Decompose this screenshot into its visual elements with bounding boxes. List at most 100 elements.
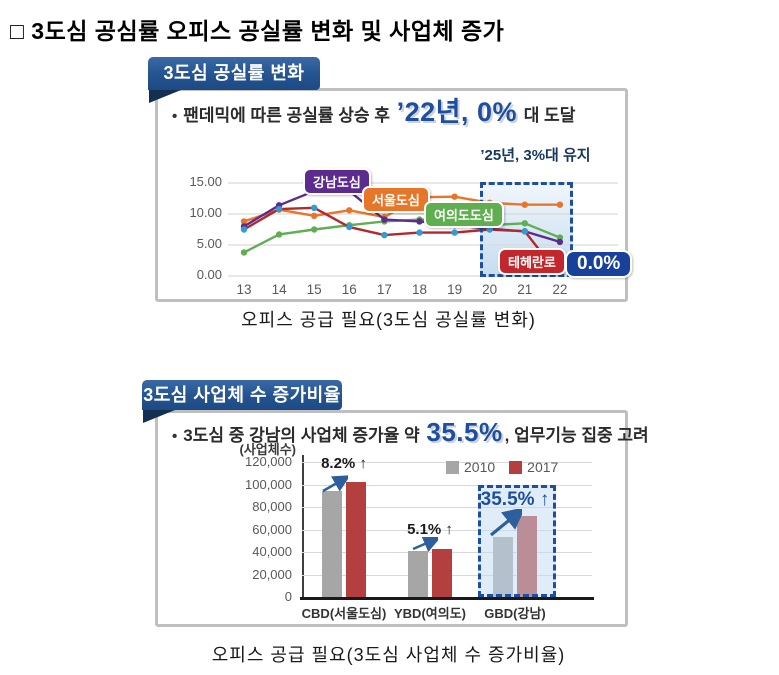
legend-swatch [446,460,459,474]
growth-arrow-icon [489,509,522,537]
data-point [416,218,423,225]
data-point [556,201,564,208]
y-tick-label: 60,000 [252,521,292,537]
growth-arrow-icon [322,475,348,493]
data-point [346,207,353,214]
x-tick-label: 15 [306,282,322,297]
x-tick-label: 17 [376,282,392,297]
panel2-ribbon: 3도심 사업체 수 증가비율 [142,380,342,410]
forecast-annotation: ’25년, 3%대 유지 [480,147,591,164]
y-tick-label: 5.00 [196,236,222,251]
data-point [451,229,458,236]
forecast-highlight-box [480,182,573,277]
gridline [302,507,592,508]
bar-2010-CBD(서울도심) [322,491,342,597]
bar-2017-YBD(여의도) [432,548,452,597]
y-tick-label: 120,000 [245,454,292,469]
data-point [381,216,388,223]
vacancy-line-chart: ’25년, 3%대 유지 강남도심 서울도심 여의도도심 테헤란로 0.0% 0… [158,91,633,299]
x-category-label: GBD(강남) [484,606,546,621]
data-point [311,226,318,233]
bullet-marker: • [172,428,178,445]
data-point [451,193,458,200]
legend-label: 2017 [527,459,559,475]
data-point [416,229,423,236]
bullet-highlight: 35.5% [426,417,503,447]
y-tick-label: 10.00 [189,205,222,220]
x-tick-label: 22 [552,282,568,297]
bullet-text-suffix: 대 도달 [518,106,576,125]
series-badge-seoul: 서울도심 [362,186,430,213]
vacancy-panel: • 팬데믹에 따른 공실률 상승 후 ’22년, 0% 대 도달 ’25년, 3%… [155,88,633,302]
data-point [381,231,388,239]
bullet-text: 3도심 중 강남의 사업체 증가율 약 [183,426,425,445]
legend-swatch [509,460,523,474]
data-point [275,205,283,213]
gridline [302,484,592,486]
data-point [311,204,318,211]
legend-item-2017: 2017 [509,459,558,475]
y-tick-label: 40,000 [252,544,292,559]
x-tick-label: 18 [411,282,428,297]
legend-label: 2010 [464,459,496,475]
gbd-highlight-box [478,485,556,597]
growth-label-YBD(여의도): 5.1% ↑ [407,521,453,538]
data-point [240,218,248,225]
y-tick-label: 20,000 [252,566,292,582]
y-tick-label: 0.00 [196,267,222,282]
data-point [240,226,248,233]
y-axis-line [302,455,304,598]
chart-legend: 2010 2017 [446,459,558,475]
x-tick-label: 20 [482,282,498,297]
x-category-label: CBD(서울도심) [301,606,387,621]
y-tick-label: 15.00 [189,174,222,189]
data-point [311,212,318,220]
x-category-label: YBD(여의도) [394,606,466,621]
bullet-text: 팬데믹에 따른 공실률 상승 후 [183,106,395,125]
series-badge-yeouido: 여의도도심 [424,201,504,228]
panel1-ribbon: 3도심 공실률 변화 [148,57,320,90]
x-tick-label: 21 [517,282,533,297]
bullet-marker: • [172,108,178,125]
data-point [521,228,528,235]
data-point [240,249,248,256]
business-panel: • 3도심 중 강남의 사업체 증가율 약 35.5%, 업무기능 집중 고려 (… [155,410,649,627]
panel2-ribbon-fold [143,410,175,423]
data-point [521,220,528,227]
panel2-bullet: • 3도심 중 강남의 사업체 증가율 약 35.5%, 업무기능 집중 고려 [172,415,649,454]
growth-label-GBD(강남): 35.5% ↑ [480,489,550,510]
x-axis-line [300,597,594,600]
growth-arrow-icon [412,537,438,552]
x-tick-label: 16 [341,282,357,297]
gbd-highlight-fill [478,485,556,597]
x-tick-label: 13 [236,282,252,297]
legend-item-2010: 2010 [446,459,495,475]
series-badge-gangnam: 강남도심 [303,168,371,195]
data-point [346,223,353,231]
gridline [302,529,592,531]
panel1-bullet: • 팬데믹에 따른 공실률 상승 후 ’22년, 0% 대 도달 [172,95,575,134]
x-tick-label: 19 [447,282,463,297]
data-point [521,201,528,208]
y-tick-label: 80,000 [252,499,292,514]
business-bar-chart: (사업체수) 2010 2017 0 20,000 40,000 60,000 80,00… [158,413,625,624]
x-tick-label: 14 [271,282,287,297]
series-line-테헤란로 [243,206,561,277]
data-point [275,231,283,238]
bar-2010-YBD(여의도) [408,550,428,597]
bullet-highlight: ’22년, 0% [396,97,517,127]
data-point [556,238,564,246]
growth-label-CBD(서울도심): 8.2% ↑ [321,455,367,472]
page-title: □ 3도심 공심률 오피스 공실률 변화 및 사업체 증가 [10,18,505,44]
panel1-caption: 오피스 공급 필요(3도심 공실률 변화) [241,310,536,330]
y-tick-label: 100,000 [245,476,292,492]
endpoint-value-badge: 0.0% [565,250,633,278]
series-badge-teheran: 테헤란로 [498,248,566,275]
panel1-ribbon-fold [149,90,181,103]
bullet-text-suffix: , 업무기능 집중 고려 [504,426,649,445]
y-tick-label: 0 [284,589,292,604]
y-axis-unit-label: (사업체수) [239,442,297,457]
panel2-caption: 오피스 공급 필요(3도심 사업체 수 증가비율) [211,645,566,665]
bar-2017-CBD(서울도심) [346,482,366,597]
